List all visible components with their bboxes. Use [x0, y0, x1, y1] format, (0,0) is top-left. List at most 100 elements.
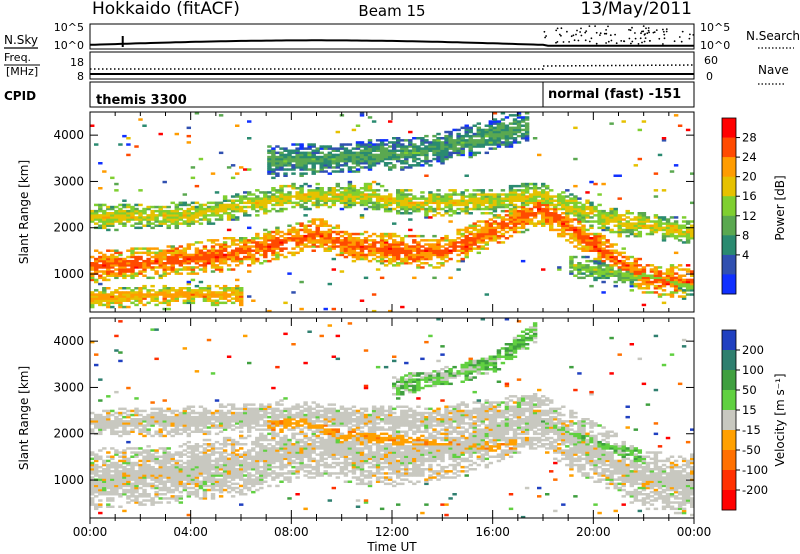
power-cell	[178, 222, 184, 225]
power-cell	[388, 247, 393, 250]
power-cell	[214, 249, 220, 252]
power-cell	[126, 143, 131, 146]
velocity-cell	[110, 409, 115, 413]
power-cell	[500, 118, 506, 121]
power-cell	[230, 287, 236, 290]
velocity-cell	[170, 409, 175, 413]
power-cell	[235, 205, 240, 209]
power-cell	[355, 141, 361, 144]
power-cell	[565, 212, 570, 215]
power-cell	[690, 224, 694, 227]
power-cell	[363, 187, 369, 190]
power-cell	[637, 234, 643, 238]
power-cell	[198, 257, 204, 261]
power-cell	[504, 203, 510, 207]
colorbar-tick-label: 8	[742, 228, 749, 242]
velocity-cell	[110, 465, 115, 469]
power-cell	[553, 207, 558, 211]
power-cell	[681, 268, 687, 271]
power-cell	[605, 239, 610, 242]
power-cell	[625, 272, 630, 275]
power-cell	[214, 205, 220, 209]
velocity-cell	[174, 478, 180, 481]
power-cell	[279, 189, 284, 192]
power-cell	[178, 214, 184, 217]
power-cell	[637, 257, 643, 261]
power-cell	[496, 132, 502, 136]
power-cell	[460, 245, 465, 248]
power-cell	[436, 205, 441, 209]
power-cell	[512, 189, 518, 192]
power-cell	[496, 214, 502, 217]
power-cell	[484, 128, 490, 132]
power-cell	[259, 262, 264, 265]
power-cell	[311, 222, 316, 225]
power-cell	[532, 189, 538, 192]
velocity-cell	[106, 413, 111, 417]
power-cell	[681, 284, 687, 288]
power-cell	[408, 155, 413, 159]
power-cell	[597, 220, 602, 223]
power-cell	[106, 255, 111, 259]
velocity-cell	[186, 472, 192, 475]
power-cell	[343, 147, 349, 150]
power-cell	[214, 243, 220, 246]
power-cell	[444, 134, 449, 138]
power-cell	[404, 197, 409, 200]
power-cell	[637, 272, 643, 275]
power-cell	[400, 243, 405, 246]
velocity-cell	[122, 468, 127, 471]
power-cell	[359, 241, 365, 244]
power-cell	[476, 139, 482, 142]
power-cell	[460, 139, 465, 142]
power-cell	[504, 130, 510, 134]
power-cell	[677, 230, 683, 234]
power-cell	[331, 155, 337, 159]
power-cell	[146, 289, 151, 292]
power-cell	[174, 268, 180, 271]
power-cell	[504, 209, 510, 213]
power-cell	[279, 151, 284, 155]
velocity-cell	[174, 459, 180, 463]
velocity-cell	[94, 490, 99, 494]
velocity-cell	[174, 420, 180, 423]
power-cell	[528, 193, 534, 196]
power-cell	[150, 293, 155, 296]
power-cell	[162, 255, 167, 259]
nsearch-dot	[603, 32, 606, 35]
power-cell	[198, 203, 204, 207]
velocity-cell	[130, 486, 135, 490]
power-cell	[581, 239, 586, 242]
velocity-cell	[174, 472, 180, 475]
power-cell	[158, 257, 163, 261]
power-cell	[557, 268, 562, 271]
power-cell	[118, 220, 123, 223]
power-cell	[549, 203, 554, 207]
power-cell	[396, 205, 401, 209]
power-cell	[484, 199, 490, 202]
power-cell	[681, 224, 687, 227]
noise-panel: N.Sky 10^5 10^0 10^5 10^0 N.Search	[4, 21, 800, 52]
power-cell	[541, 220, 546, 223]
power-cell	[690, 220, 694, 223]
power-cell	[400, 147, 405, 150]
power-cell	[206, 201, 212, 205]
power-cell	[327, 187, 333, 190]
velocity-cell	[90, 472, 95, 475]
power-cell	[444, 147, 449, 150]
power-cell	[307, 224, 312, 227]
power-cell	[106, 224, 111, 227]
power-cell	[94, 143, 99, 146]
power-cell	[339, 201, 345, 205]
power-cell	[388, 209, 393, 213]
freq-tick-bottom: 8	[77, 70, 84, 83]
power-cell	[561, 228, 566, 232]
power-cell	[339, 207, 345, 211]
power-cell	[259, 245, 264, 248]
power-cell	[541, 203, 546, 207]
power-cell	[118, 266, 123, 269]
power-cell	[440, 159, 445, 163]
power-cell	[347, 243, 353, 246]
power-cell	[94, 278, 99, 282]
velocity-cell	[170, 478, 175, 481]
